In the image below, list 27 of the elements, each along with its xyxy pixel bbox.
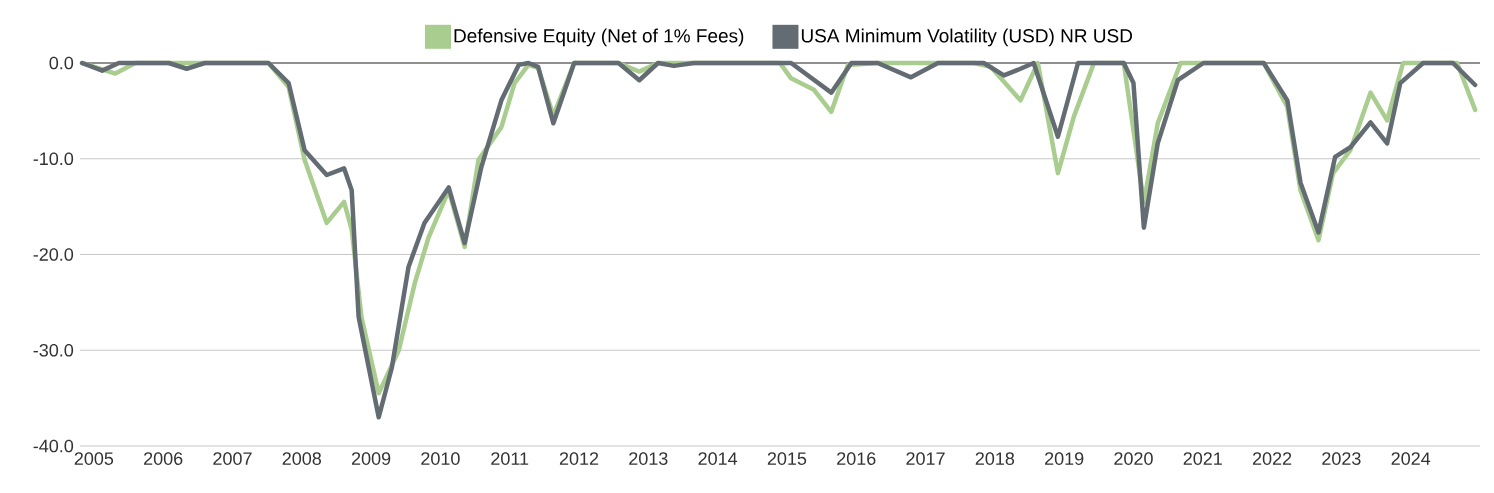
y-tick-label: -20.0 <box>33 248 74 261</box>
x-tick-label: 2012 <box>559 452 599 465</box>
x-tick-label: 2024 <box>1391 452 1431 465</box>
x-tick-label: 2023 <box>1322 452 1361 465</box>
x-tick-label: 2018 <box>975 452 1015 465</box>
x-tick-label: 2015 <box>767 452 807 465</box>
x-tick-label: 2022 <box>1252 452 1292 465</box>
legend-label: Defensive Equity (Net of 1% Fees) <box>454 28 744 47</box>
y-tick-label: -40.0 <box>33 439 74 453</box>
x-tick-label: 2017 <box>906 452 945 465</box>
y-tick-label: -10.0 <box>33 152 74 166</box>
y-tick-label: -30.0 <box>33 343 74 357</box>
x-tick-label: 2021 <box>1183 452 1222 465</box>
x-tick-label: 2006 <box>144 452 183 465</box>
x-tick-label: 2020 <box>1114 452 1153 465</box>
x-tick-label: 2010 <box>421 452 460 465</box>
x-tick-label: 2007 <box>213 452 252 465</box>
x-tick-label: 2019 <box>1045 452 1084 465</box>
x-tick-label: 2005 <box>74 452 114 465</box>
x-tick-label: 2011 <box>491 452 529 465</box>
x-tick-label: 2014 <box>698 452 738 465</box>
x-tick-label: 2008 <box>282 452 322 465</box>
x-tick-label: 2009 <box>351 452 391 465</box>
y-tick-label: 0.0 <box>49 56 74 70</box>
x-tick-label: 2016 <box>837 452 876 465</box>
x-tick-label: 2013 <box>629 452 668 465</box>
legend-label: USA Minimum Volatility (USD) NR USD <box>801 28 1133 47</box>
